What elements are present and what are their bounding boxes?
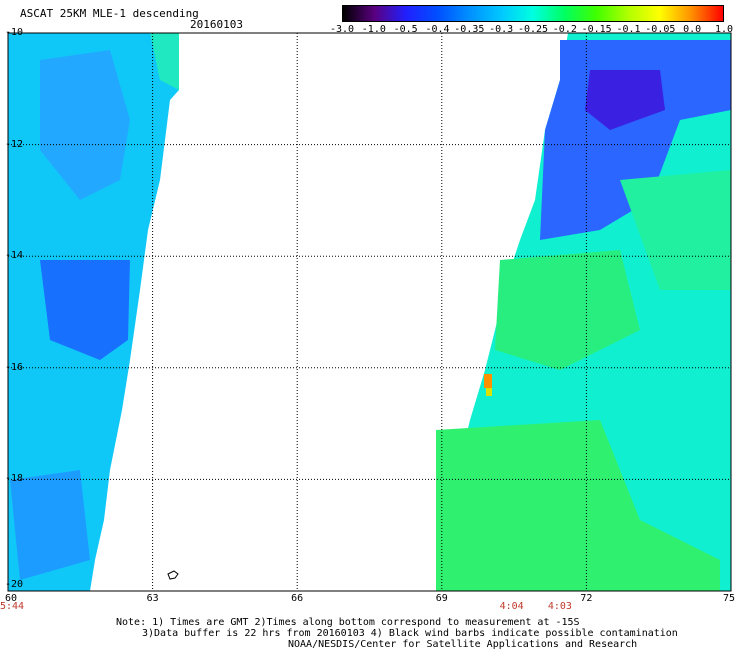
east-swath-purple-region <box>585 70 665 130</box>
colorbar-tick-label: -0.35 <box>454 24 485 35</box>
colorbar-tick-label: -0.15 <box>581 24 612 35</box>
graticule <box>7 32 732 592</box>
west-swath-dark-region <box>40 260 130 360</box>
colorbar-tick-label: -0.5 <box>393 24 418 35</box>
latitude-label: -12 <box>5 138 24 150</box>
east-swath-green-region <box>620 170 731 290</box>
colorbar-tick-label: 0.0 <box>683 24 702 35</box>
colorbar-tick-label: -0.05 <box>645 24 676 35</box>
longitude-label: 72 <box>580 593 593 604</box>
east-swath-hotspot <box>486 388 492 396</box>
west-swath-blue-region <box>40 50 130 200</box>
map-date: 20160103 <box>190 18 243 31</box>
note-line-1: Note: 1) Times are GMT 2)Times along bot… <box>116 617 580 628</box>
swath-time-label: 5:44 <box>0 601 25 612</box>
west-swath-cyan-region <box>150 33 179 90</box>
colorbar <box>342 5 724 22</box>
colorbar-tick-label: 1.0 <box>714 24 734 35</box>
map-title: ASCAT 25KM MLE-1 descending <box>20 7 199 20</box>
colorbar-tick-label: -0.25 <box>517 24 549 35</box>
colorbar-tick-label: -1.0 <box>361 24 386 35</box>
colorbar-tick-label: -0.3 <box>489 24 514 35</box>
longitude-label: 69 <box>435 593 448 604</box>
satellite-swaths <box>8 33 731 591</box>
latitude-label: -20 <box>5 579 24 590</box>
longitude-label: 75 <box>722 593 736 604</box>
latitude-label: -18 <box>5 473 24 485</box>
west-swath-blue-region <box>10 470 90 580</box>
latitude-label: -10 <box>5 27 24 38</box>
latitude-label: -16 <box>5 361 24 373</box>
latitude-label: -14 <box>5 250 24 262</box>
colorbar-tick-label: -0.1 <box>616 24 641 35</box>
longitude-label: 60 <box>4 593 18 604</box>
note-line-2: 3)Data buffer is 22 hrs from 20160103 4)… <box>142 628 678 639</box>
east-swath-green-region <box>436 420 720 591</box>
colorbar-tick-label: -0.2 <box>552 24 577 35</box>
swath-time-label: 4:04 <box>499 601 524 612</box>
colorbar-tick-label: -3.0 <box>329 24 355 35</box>
island-outline <box>167 570 179 580</box>
east-swath-hotspot <box>484 374 492 388</box>
east-swath-green-region <box>495 250 640 370</box>
longitude-label: 63 <box>146 593 159 604</box>
note-line-3: NOAA/NESDIS/Center for Satellite Applica… <box>288 639 638 650</box>
colorbar-tick-label: -0.4 <box>425 24 450 35</box>
longitude-label: 66 <box>291 593 304 604</box>
swath-time-label: 4:03 <box>547 601 572 612</box>
